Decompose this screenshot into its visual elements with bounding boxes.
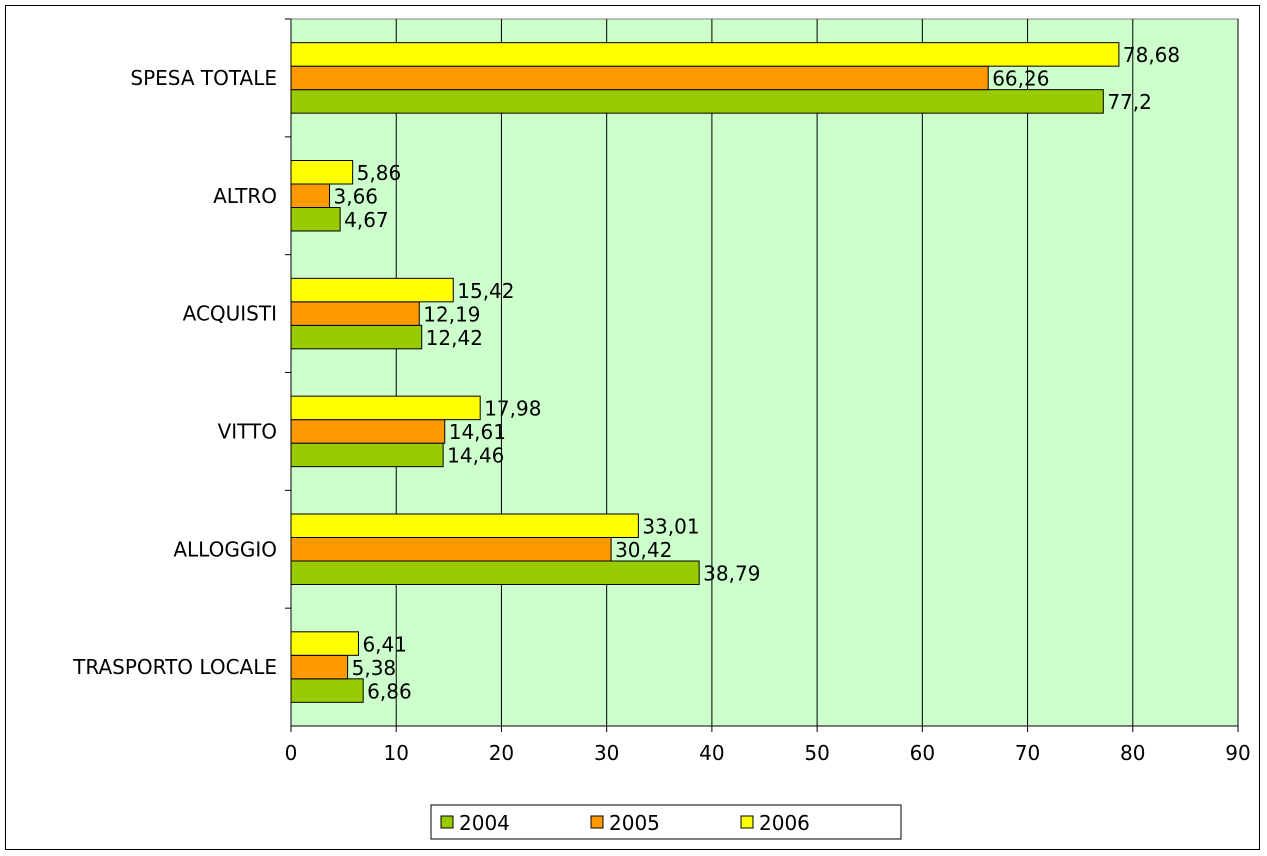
data-label: 6,86 (367, 679, 412, 703)
x-tick-label: 60 (910, 741, 935, 765)
bar-2005 (290, 183, 331, 208)
data-label: 6,41 (362, 632, 407, 656)
x-tick-label: 40 (699, 741, 724, 765)
category-label: ACQUISTI (183, 302, 277, 326)
bar-2004 (290, 678, 364, 703)
category-label: TRASPORTO LOCALE (72, 655, 277, 679)
data-label: 4,67 (344, 208, 389, 232)
x-tick-label: 0 (285, 741, 298, 765)
legend: 2004 2005 2006 (430, 804, 902, 840)
bar-2004 (290, 207, 341, 232)
legend-label: 2004 (459, 811, 510, 835)
data-label: 30,42 (615, 538, 672, 562)
category-label: VITTO (218, 419, 277, 443)
data-label: 5,86 (357, 161, 402, 185)
x-tick-label: 80 (1120, 741, 1145, 765)
x-tick-label: 10 (383, 741, 408, 765)
data-label: 77,2 (1107, 90, 1152, 114)
legend-swatch (590, 815, 604, 829)
bar-2005 (290, 419, 446, 444)
x-tick-label: 30 (594, 741, 619, 765)
data-label: 5,38 (352, 656, 397, 680)
bar-2006 (290, 42, 1120, 67)
data-label: 66,26 (992, 67, 1049, 91)
category-label: ALLOGGIO (173, 537, 277, 561)
bar-chart: 0 10 20 30 40 50 60 70 80 90 TRASPORTO LOCALE ALLOG… (72, 18, 1251, 840)
bar-2006 (290, 160, 354, 185)
bar-2004 (290, 560, 700, 585)
data-label: 14,46 (447, 444, 504, 468)
bar-2004 (290, 89, 1104, 114)
bar-2005 (290, 65, 989, 91)
bar-2004 (290, 442, 444, 468)
bar-2004 (290, 324, 423, 350)
data-label: 17,98 (484, 397, 541, 421)
legend-label: 2005 (609, 811, 660, 835)
legend-box (430, 804, 902, 840)
legend-swatch (440, 815, 454, 829)
gridlines (395, 19, 1239, 726)
bar-2006 (290, 513, 639, 538)
data-label: 12,19 (423, 302, 480, 326)
bar-2006 (290, 277, 454, 303)
bar-2005 (290, 301, 420, 326)
bar-2005 (290, 537, 612, 562)
data-label: 78,68 (1123, 43, 1180, 67)
data-label: 3,66 (334, 185, 379, 209)
x-tick-label: 20 (489, 741, 514, 765)
x-tick-label: 90 (1225, 741, 1250, 765)
plot-area (290, 18, 1239, 727)
category-label: ALTRO (213, 184, 277, 208)
legend-swatch (740, 815, 754, 829)
data-label: 14,61 (449, 420, 506, 444)
chart-frame: 0 10 20 30 40 50 60 70 80 90 TRASPORTO LOCALE ALLOG… (5, 5, 1260, 850)
axes: 0 10 20 30 40 50 60 70 80 90 TRASPORTO LOCALE ALLOG… (72, 18, 1251, 765)
bar-2006 (290, 395, 481, 421)
bar-2005 (290, 654, 349, 680)
data-label: 15,42 (457, 279, 514, 303)
data-label: 33,01 (642, 515, 699, 539)
legend-label: 2006 (759, 811, 810, 835)
data-label: 38,79 (703, 562, 760, 586)
x-tick-label: 50 (804, 741, 829, 765)
category-label: SPESA TOTALE (130, 66, 277, 90)
data-label: 12,42 (426, 326, 483, 350)
bar-2006 (290, 631, 359, 656)
x-tick-label: 70 (1015, 741, 1040, 765)
